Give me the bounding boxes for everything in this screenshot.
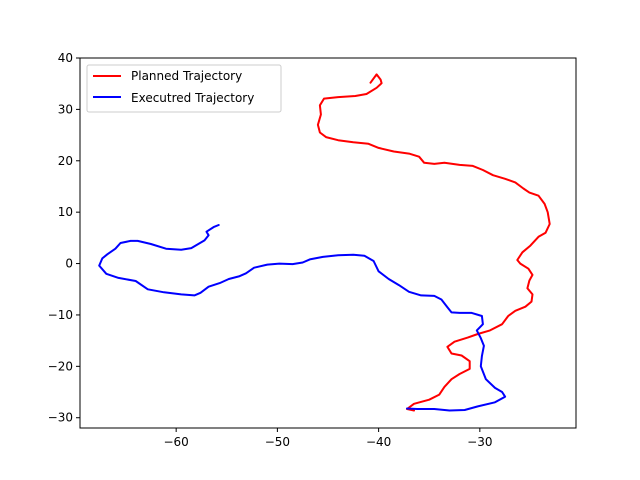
x-tick-label: −30 [467,435,492,449]
legend-box [86,64,282,113]
x-tick-label: −60 [163,435,188,449]
y-tick-label: −20 [48,359,73,373]
legend-label-planned: Planned Trajectory [131,69,242,83]
plot-area-frame [79,57,577,429]
series-line-executed [98,224,507,412]
legend: Planned Trajectory Executred Trajectory [86,64,282,113]
y-tick-label: 20 [58,154,73,168]
x-tick-label: −50 [265,435,290,449]
x-axis: −60 −50 −40 −30 [163,428,493,449]
series-line-planned [316,73,551,412]
y-axis: −30 −20 −10 0 10 20 30 40 [48,51,80,425]
x-tick-label: −40 [366,435,391,449]
y-tick-label: 10 [58,205,73,219]
y-tick-label: 40 [58,51,73,65]
y-tick-label: −10 [48,308,73,322]
y-tick-label: 0 [65,257,73,271]
y-tick-label: 30 [58,102,73,116]
legend-label-executed: Executred Trajectory [131,91,254,105]
series-layer [98,73,551,412]
y-tick-label: −30 [48,411,73,425]
